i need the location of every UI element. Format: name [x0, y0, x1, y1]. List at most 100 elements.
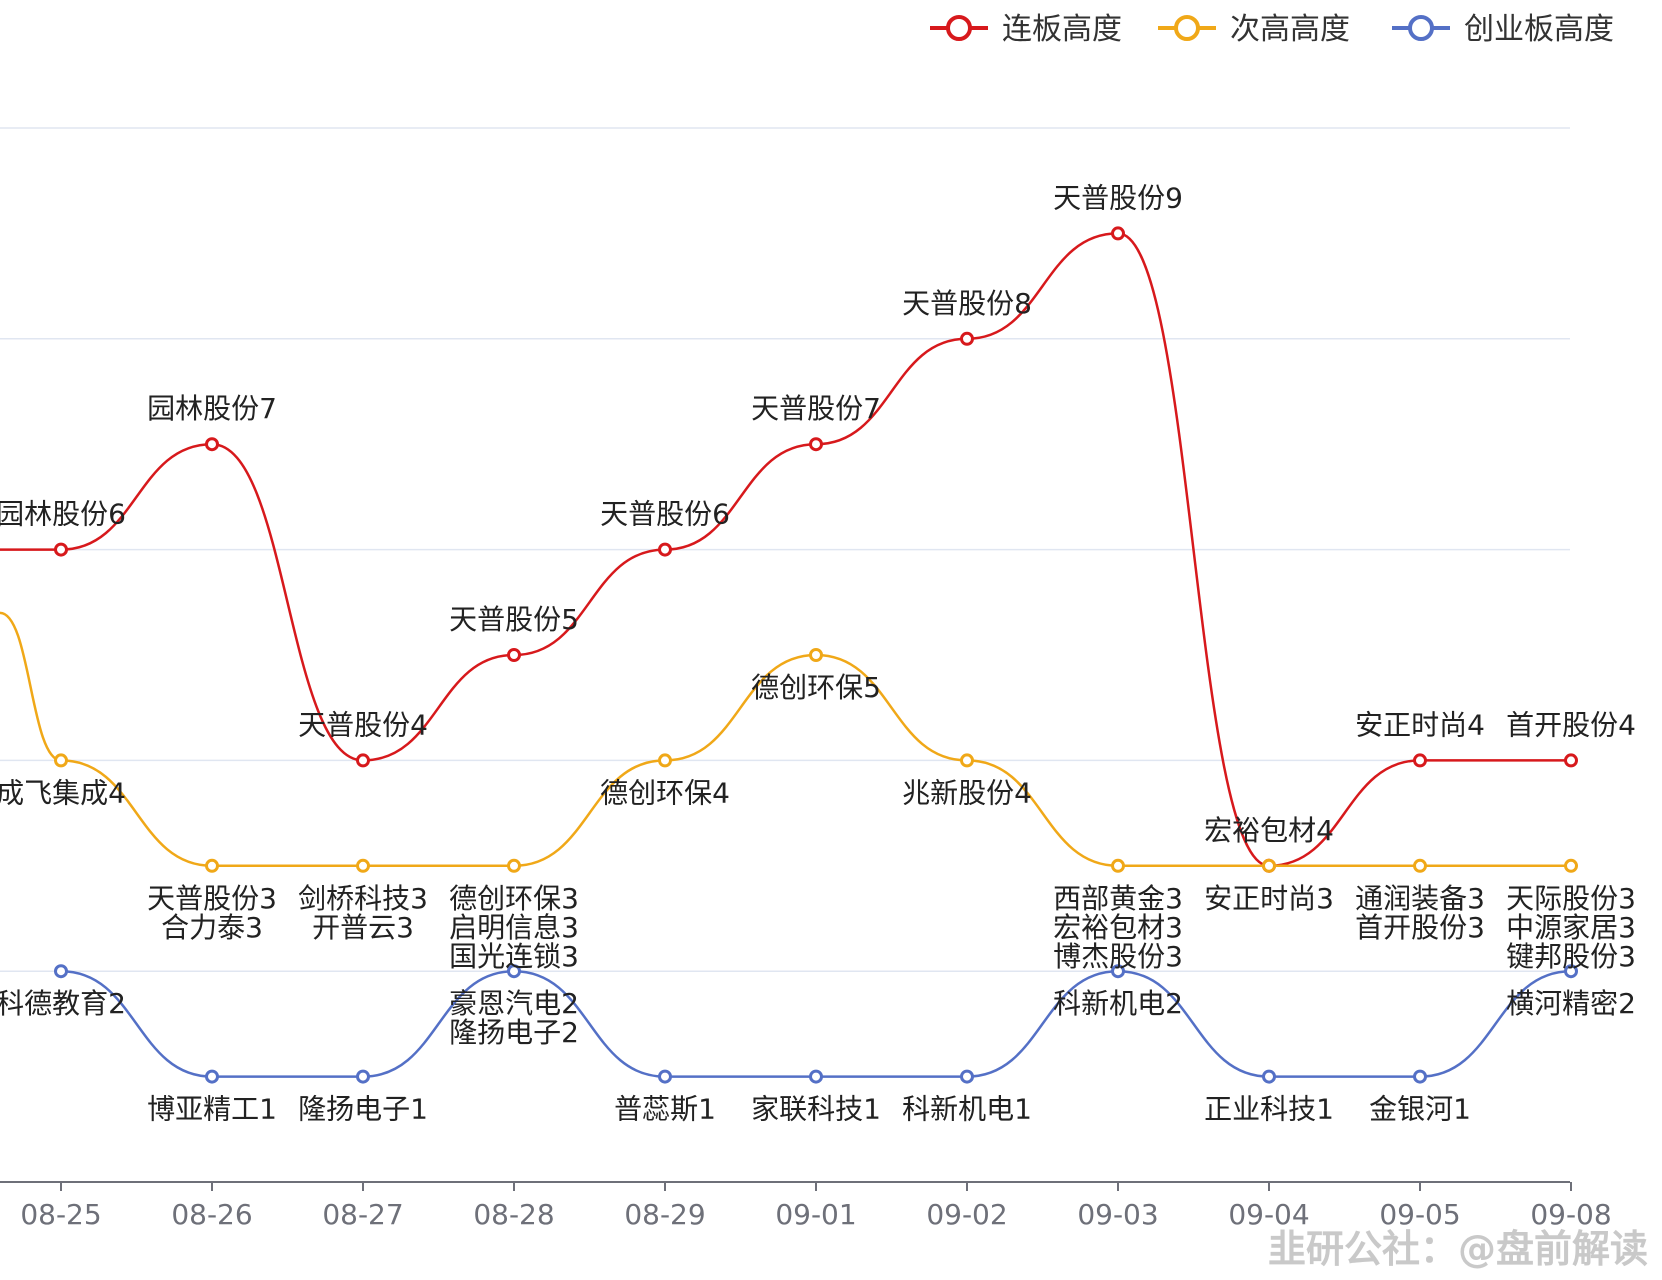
- data-label: 中源家居3: [1506, 911, 1636, 944]
- data-label: 金银河1: [1369, 1093, 1471, 1126]
- legend-label: 连板高度: [1002, 12, 1122, 47]
- data-point[interactable]: [1413, 1069, 1427, 1084]
- x-tick-label: 09-04: [1228, 1198, 1309, 1231]
- legend-item[interactable]: 连板高度: [930, 12, 1122, 47]
- data-point[interactable]: [1111, 226, 1125, 241]
- data-point[interactable]: [960, 753, 974, 768]
- data-label: 德创环保5: [751, 671, 881, 704]
- x-tick-label: 09-08: [1530, 1198, 1611, 1231]
- x-tick-label: 09-03: [1077, 1198, 1158, 1231]
- legend-label: 创业板高度: [1464, 12, 1614, 47]
- data-point[interactable]: [356, 753, 370, 768]
- legend-marker: [1174, 15, 1200, 41]
- data-label: 博杰股份3: [1053, 940, 1183, 973]
- x-tick-label: 09-02: [926, 1198, 1007, 1231]
- data-point[interactable]: [1564, 858, 1578, 873]
- data-label: 安正时尚3: [1204, 882, 1334, 915]
- data-label: 成飞集成4: [0, 776, 126, 809]
- data-label: 天际股份3: [1506, 882, 1636, 915]
- data-point[interactable]: [1564, 964, 1578, 979]
- legend-item[interactable]: 次高高度: [1158, 12, 1350, 47]
- x-tick-label: 08-28: [473, 1198, 554, 1231]
- data-label: 横河精密2: [1506, 987, 1636, 1020]
- series-layer: [0, 226, 1578, 1084]
- watermark-text: 韭研公社：@盘前解读: [1268, 1227, 1648, 1271]
- data-point[interactable]: [1262, 858, 1276, 873]
- data-point[interactable]: [54, 753, 68, 768]
- data-label: 天普股份9: [1053, 181, 1183, 214]
- data-point[interactable]: [1262, 1069, 1276, 1084]
- data-point[interactable]: [960, 1069, 974, 1084]
- data-label: 天普股份4: [298, 708, 428, 741]
- data-label: 安正时尚4: [1355, 708, 1485, 741]
- data-label: 豪恩汽电2: [449, 987, 579, 1020]
- data-label: 园林股份7: [147, 392, 277, 425]
- data-point[interactable]: [507, 858, 521, 873]
- data-label: 宏裕包材4: [1204, 814, 1334, 847]
- data-label: 科新机电2: [1053, 987, 1183, 1020]
- x-tick-label: 08-26: [171, 1198, 252, 1231]
- data-label: 国光连锁3: [449, 940, 579, 973]
- data-point[interactable]: [507, 648, 521, 662]
- data-point[interactable]: [205, 858, 219, 873]
- data-label: 合力泰3: [161, 911, 263, 944]
- data-point[interactable]: [658, 753, 672, 768]
- data-label: 博亚精工1: [147, 1093, 277, 1126]
- data-label: 园林股份6: [0, 498, 126, 531]
- series-line-2: [0, 611, 1571, 868]
- data-label: 通润装备3: [1355, 882, 1485, 915]
- data-label: 宏裕包材3: [1053, 911, 1183, 944]
- series-line-3: [60, 969, 1572, 1078]
- data-label: 天普股份6: [600, 498, 730, 531]
- data-label: 首开股份3: [1355, 911, 1485, 944]
- data-label: 隆扬电子2: [449, 1016, 579, 1049]
- data-point[interactable]: [356, 1069, 370, 1084]
- legend-marker: [946, 15, 972, 41]
- data-label: 天普股份5: [449, 603, 579, 636]
- data-label: 正业科技1: [1204, 1093, 1334, 1126]
- data-label: 科新机电1: [902, 1093, 1032, 1126]
- data-label: 天普股份3: [147, 882, 277, 915]
- data-label: 键邦股份3: [1506, 940, 1636, 973]
- data-label: 启明信息3: [449, 911, 579, 944]
- data-label: 天普股份8: [902, 287, 1032, 320]
- data-label: 天普股份7: [751, 392, 881, 425]
- data-label: 剑桥科技3: [298, 882, 428, 915]
- data-point[interactable]: [1111, 964, 1125, 979]
- data-point[interactable]: [809, 1069, 823, 1084]
- x-tick-label: 08-29: [624, 1198, 705, 1231]
- data-point[interactable]: [1413, 753, 1427, 768]
- legend-label: 次高高度: [1230, 12, 1350, 47]
- legend[interactable]: 连板高度 次高高度 创业板高度: [930, 12, 1614, 47]
- data-point[interactable]: [809, 437, 823, 452]
- data-label: 德创环保4: [600, 776, 730, 809]
- data-point[interactable]: [1111, 858, 1125, 873]
- data-point[interactable]: [809, 648, 823, 662]
- data-point[interactable]: [205, 437, 219, 452]
- data-point[interactable]: [54, 542, 68, 557]
- data-point[interactable]: [356, 858, 370, 873]
- x-axis: 08-25 08-26 08-27 08-28 08-29 09-01 09-02 09-03…: [0, 1181, 1612, 1231]
- data-point[interactable]: [1413, 858, 1427, 873]
- data-point[interactable]: [658, 1069, 672, 1084]
- x-tick-label: 08-25: [20, 1198, 101, 1231]
- data-point[interactable]: [507, 964, 521, 979]
- data-point[interactable]: [54, 964, 68, 979]
- data-point[interactable]: [1564, 753, 1578, 768]
- data-point[interactable]: [658, 542, 672, 557]
- data-point[interactable]: [960, 331, 974, 346]
- data-label: 隆扬电子1: [298, 1093, 428, 1126]
- data-point[interactable]: [205, 1069, 219, 1084]
- legend-item[interactable]: 创业板高度: [1392, 12, 1614, 47]
- x-tick-label: 09-05: [1379, 1198, 1460, 1231]
- data-label: 家联科技1: [751, 1093, 881, 1126]
- data-label: 科德教育2: [0, 987, 126, 1020]
- data-label: 兆新股份4: [902, 776, 1032, 809]
- data-label: 普蕊斯1: [614, 1093, 716, 1126]
- data-label: 德创环保3: [449, 882, 579, 915]
- data-label: 首开股份4: [1506, 708, 1636, 741]
- legend-marker: [1408, 15, 1434, 41]
- x-tick-label: 08-27: [322, 1198, 403, 1231]
- x-tick-label: 09-01: [775, 1198, 856, 1231]
